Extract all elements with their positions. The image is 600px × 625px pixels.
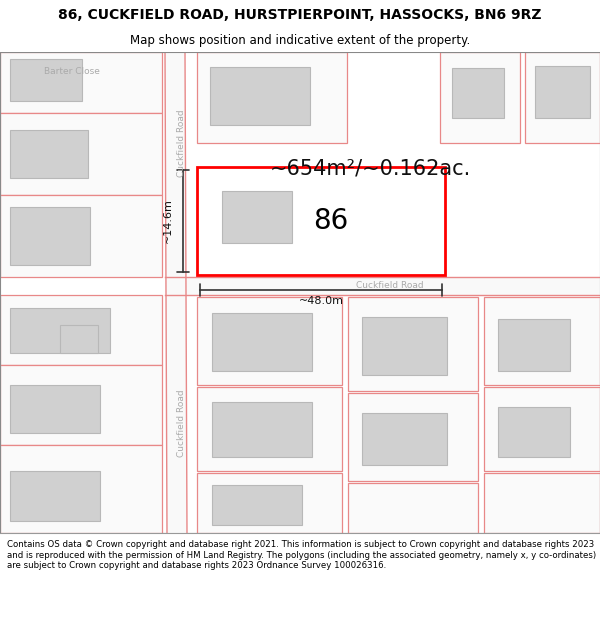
Text: Contains OS data © Crown copyright and database right 2021. This information is : Contains OS data © Crown copyright and d… [7,541,596,570]
Text: Cuckfield Road: Cuckfield Road [178,389,187,457]
Bar [10,130,88,178]
Bar [212,485,302,525]
Bar [498,407,570,457]
Bar [362,413,447,465]
Bar [197,473,342,533]
Polygon shape [165,52,187,533]
Bar [452,68,504,118]
Text: 86: 86 [313,207,349,235]
Bar [0,295,162,365]
Bar [484,473,600,533]
Bar [362,317,447,375]
Bar [10,471,100,521]
Bar [535,66,590,118]
Bar [0,195,162,277]
Bar [210,67,310,125]
Bar [212,402,312,457]
Bar [440,52,520,143]
Bar [197,52,347,143]
Bar [10,385,100,433]
Text: ~14.6m: ~14.6m [163,199,173,243]
Bar [212,313,312,371]
Text: ~654m²/~0.162ac.: ~654m²/~0.162ac. [269,158,470,178]
Bar [0,52,162,113]
Bar [525,52,600,143]
Bar [197,387,342,471]
Text: ~48.0m: ~48.0m [299,296,343,306]
Bar [484,297,600,385]
Bar [0,445,162,533]
Bar [348,393,478,481]
Text: Cuckfield Road: Cuckfield Road [356,281,424,289]
Bar [197,297,342,385]
Bar [10,207,90,265]
Bar [165,277,600,295]
Bar [0,113,162,195]
Bar [10,308,110,353]
Bar [348,483,478,533]
Bar [222,191,292,243]
Bar [0,365,162,445]
Text: Map shows position and indicative extent of the property.: Map shows position and indicative extent… [130,34,470,47]
Bar [484,387,600,471]
Text: 86, CUCKFIELD ROAD, HURSTPIERPOINT, HASSOCKS, BN6 9RZ: 86, CUCKFIELD ROAD, HURSTPIERPOINT, HASS… [58,8,542,21]
Bar [348,297,478,391]
Text: Barter Close: Barter Close [44,66,100,76]
Bar [60,325,98,353]
Text: Cuckfield Road: Cuckfield Road [178,109,187,177]
Bar [197,167,445,275]
Bar [498,319,570,371]
Bar [10,59,82,101]
